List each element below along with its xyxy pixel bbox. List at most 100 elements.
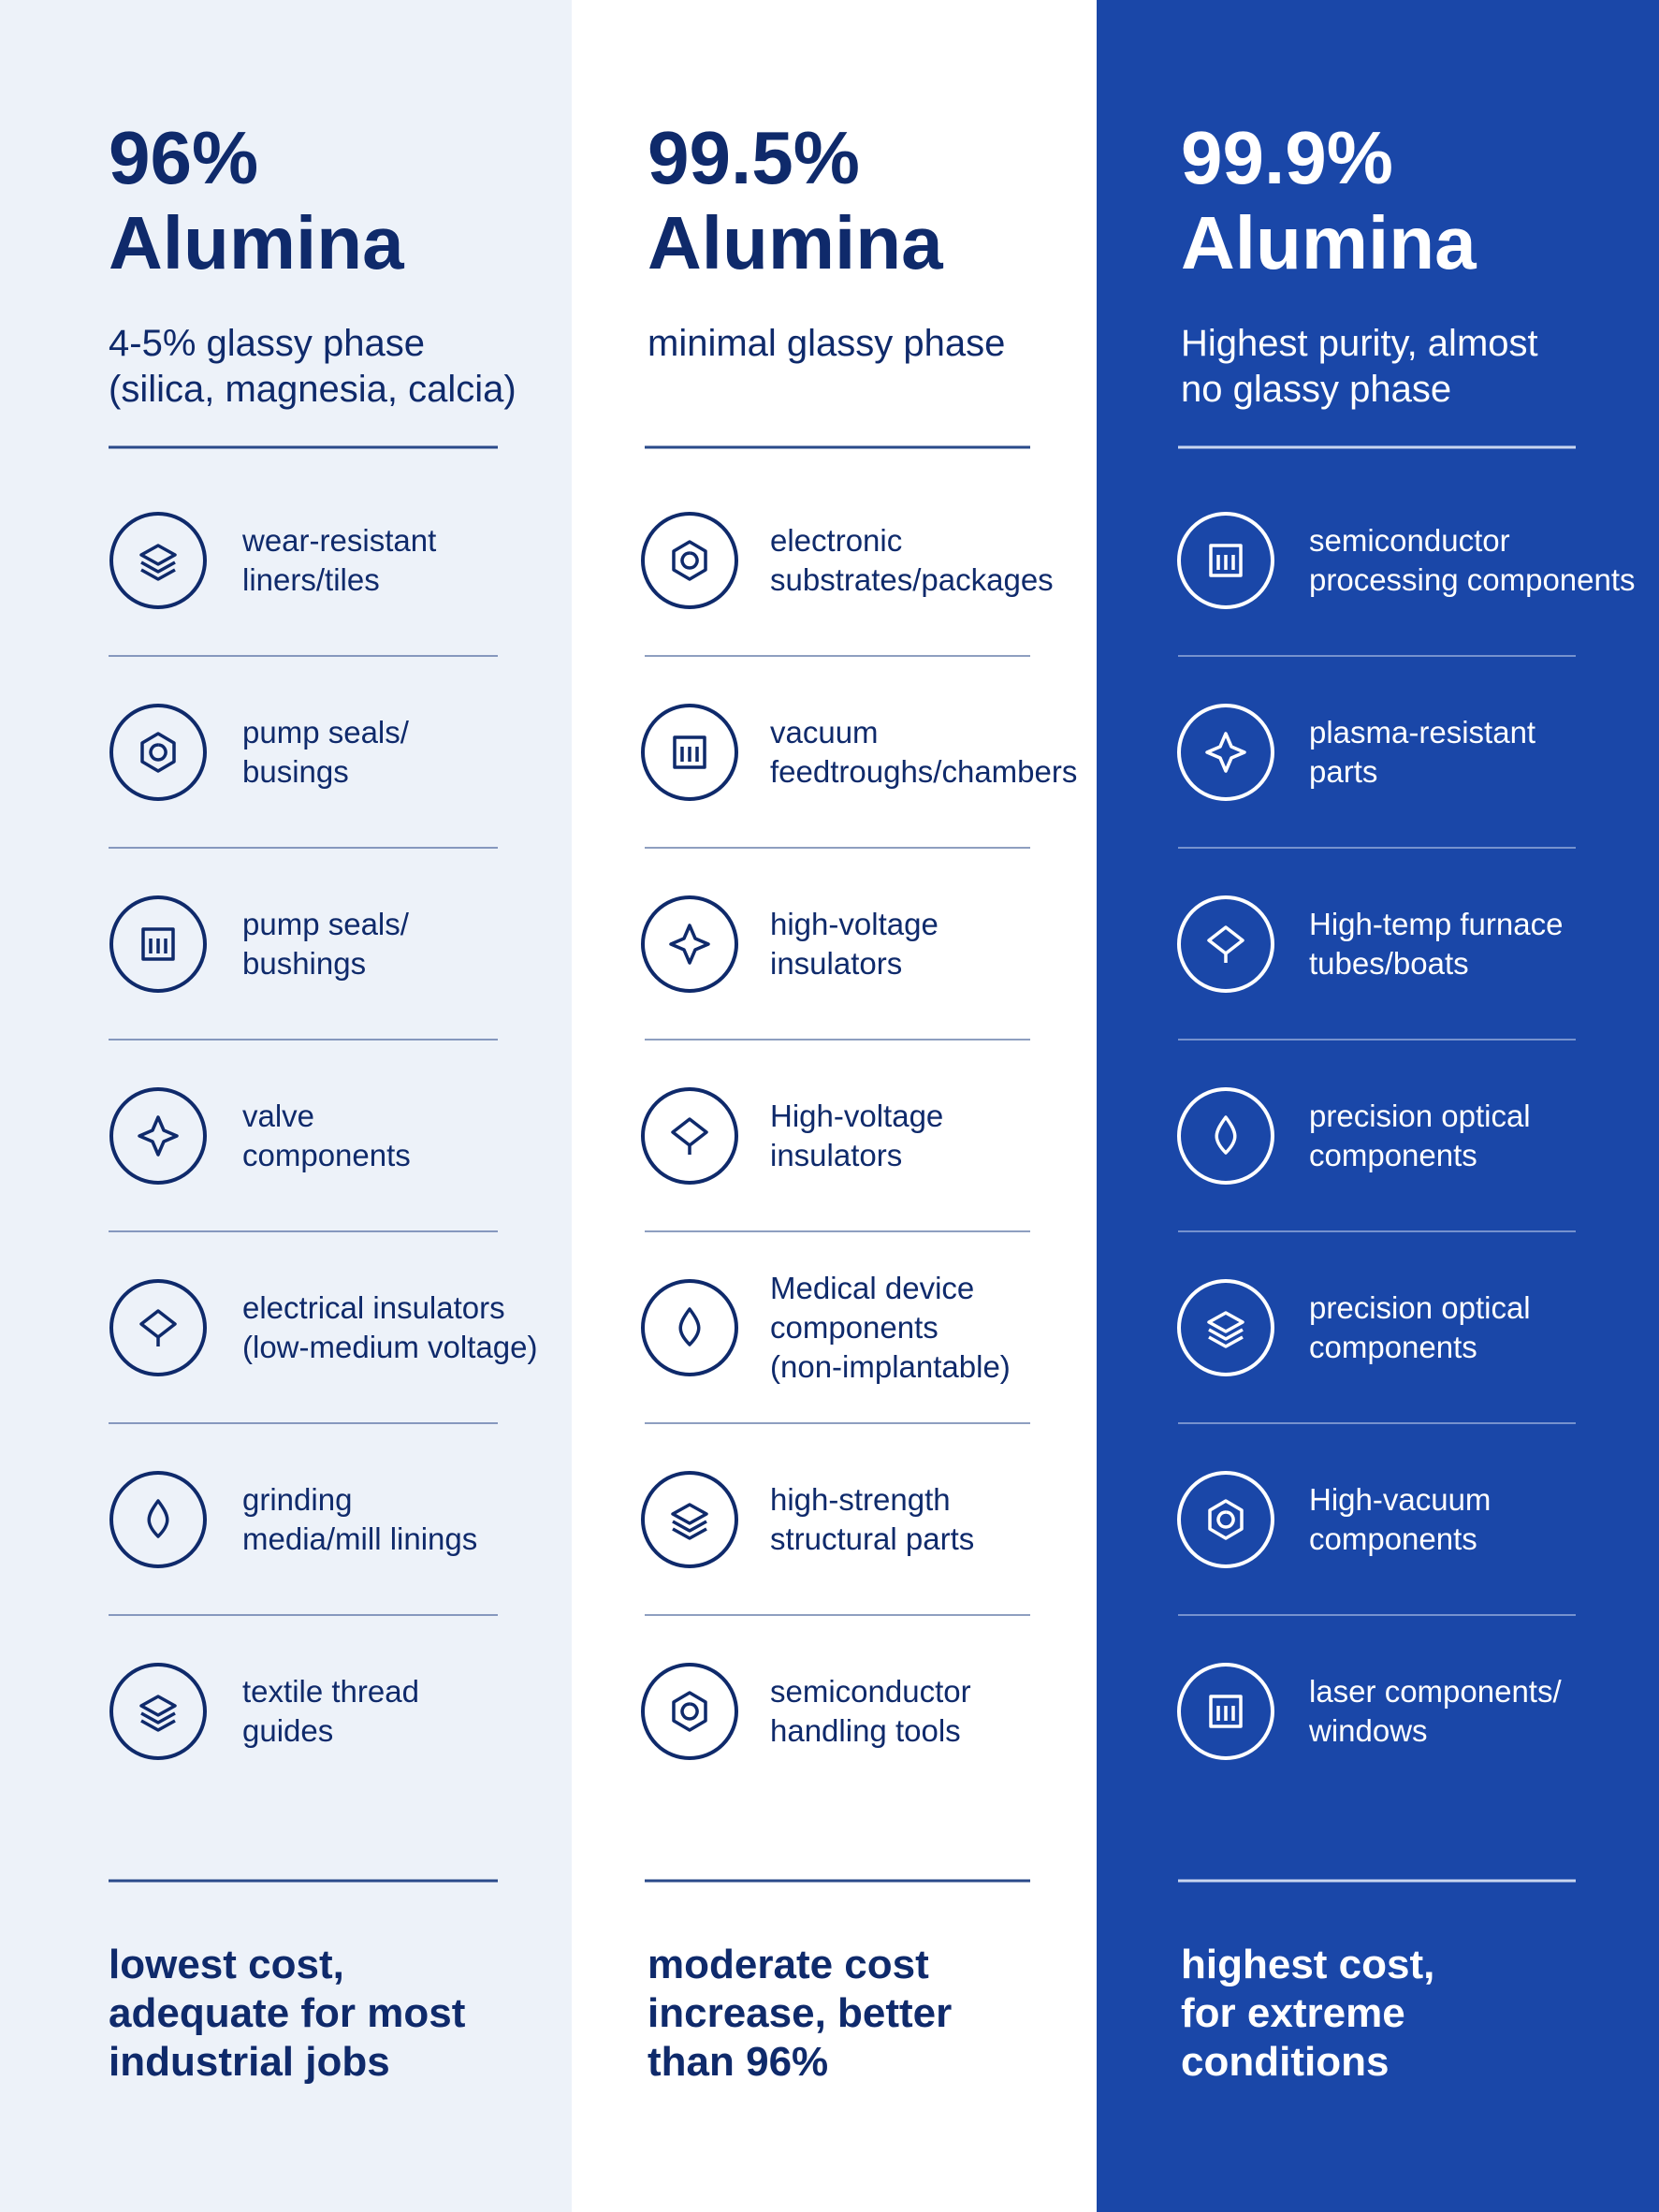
item-label: components xyxy=(1309,1521,1477,1556)
item-icon xyxy=(641,1663,738,1760)
item-label: tubes/boats xyxy=(1309,946,1469,981)
icon-glyph xyxy=(671,1503,708,1540)
column-footer: moderate cost xyxy=(648,1942,929,1987)
icon-glyph xyxy=(147,1499,169,1538)
item-label: plasma-resistant xyxy=(1309,715,1535,749)
item-label: (low-medium voltage) xyxy=(242,1330,537,1364)
column-footer: industrial jobs xyxy=(109,2039,390,2085)
item-label: semiconductor xyxy=(770,1674,971,1709)
item-label: laser components/ xyxy=(1309,1674,1562,1709)
item-label: windows xyxy=(1308,1713,1428,1748)
icon-circle xyxy=(1177,1663,1274,1760)
item-label: high-voltage xyxy=(770,907,939,941)
item-label: structural parts xyxy=(770,1521,974,1556)
item-label: components xyxy=(1309,1330,1477,1364)
icon-circle xyxy=(1177,512,1274,609)
column-footer: increase, better xyxy=(648,1990,952,2036)
icon-glyph xyxy=(1207,1311,1244,1348)
icon-glyph xyxy=(671,1117,708,1155)
icon-circle xyxy=(1177,1087,1274,1185)
icon-circle xyxy=(109,1471,207,1568)
column-footer: highest cost, xyxy=(1181,1942,1434,1987)
item-label: High-vacuum xyxy=(1309,1482,1491,1517)
item-label: guides xyxy=(242,1713,333,1748)
icon-circle xyxy=(641,512,738,609)
item-icon xyxy=(109,1087,207,1185)
column-subtitle: minimal glassy phase xyxy=(648,323,1005,364)
icon-glyph xyxy=(678,1307,701,1346)
item-label: feedtroughs/chambers xyxy=(770,754,1077,789)
column-title: 99.5% xyxy=(648,116,860,199)
column-subtitle: (silica, magnesia, calcia) xyxy=(109,369,517,410)
icon-circle xyxy=(1177,704,1274,801)
item-label: (non-implantable) xyxy=(770,1349,1011,1384)
item-icon xyxy=(1177,1471,1274,1568)
item-label: media/mill linings xyxy=(242,1521,477,1556)
item-label: textile thread xyxy=(242,1674,419,1709)
icon-circle xyxy=(109,1087,207,1185)
column-title: 96% xyxy=(109,116,258,199)
item-icon xyxy=(109,704,207,801)
item-icon xyxy=(641,1279,738,1376)
icon-glyph xyxy=(1207,925,1244,963)
column-background xyxy=(0,0,572,2212)
icon-glyph xyxy=(1205,732,1246,773)
column-footer: conditions xyxy=(1181,2039,1389,2085)
icon-circle xyxy=(1177,1279,1274,1376)
icon-circle xyxy=(641,1087,738,1185)
item-label: semiconductor xyxy=(1309,523,1510,558)
item-label: components xyxy=(242,1138,411,1172)
icon-circle xyxy=(109,1279,207,1376)
icon-glyph xyxy=(669,924,710,965)
column-background xyxy=(572,0,1097,2212)
icon-circle xyxy=(641,1279,738,1376)
item-label: parts xyxy=(1309,754,1377,789)
column-subtitle: 4-5% glassy phase xyxy=(109,323,425,364)
icon-circle xyxy=(641,1471,738,1568)
item-icon xyxy=(109,895,207,993)
item-label: processing components xyxy=(1309,562,1636,597)
item-icon xyxy=(109,1663,207,1760)
item-icon xyxy=(641,895,738,993)
item-label: precision optical xyxy=(1309,1290,1531,1325)
item-icon xyxy=(109,1471,207,1568)
item-label: insulators xyxy=(770,946,902,981)
icon-circle xyxy=(1177,1471,1274,1568)
item-label: wear-resistant xyxy=(241,523,436,558)
icon-glyph xyxy=(672,1691,707,1732)
icon-glyph xyxy=(1209,544,1243,577)
column-title: Alumina xyxy=(1181,201,1477,284)
item-label: substrates/packages xyxy=(770,562,1054,597)
icon-circle xyxy=(109,895,207,993)
item-label: handling tools xyxy=(770,1713,961,1748)
item-label: busings xyxy=(242,754,349,789)
column-subtitle: Highest purity, almost xyxy=(1181,323,1538,364)
icon-glyph xyxy=(1209,1695,1243,1728)
column-title: Alumina xyxy=(109,201,404,284)
item-icon xyxy=(1177,512,1274,609)
column-title: 99.9% xyxy=(1181,116,1393,199)
item-label: bushings xyxy=(242,946,366,981)
item-icon xyxy=(1177,704,1274,801)
item-icon xyxy=(641,1471,738,1568)
column-footer: for extreme xyxy=(1181,1990,1405,2036)
icon-circle xyxy=(1177,895,1274,993)
item-label: vacuum xyxy=(770,715,879,749)
icon-glyph xyxy=(139,1309,177,1346)
column-footer: than 96% xyxy=(648,2039,828,2085)
item-label: high-strength xyxy=(770,1482,951,1517)
column-footer: lowest cost, xyxy=(109,1942,344,1987)
item-label: High-temp furnace xyxy=(1309,907,1563,941)
item-label: electronic xyxy=(770,523,902,558)
icon-circle xyxy=(109,1663,207,1760)
item-icon xyxy=(641,1087,738,1185)
item-label: components xyxy=(1309,1138,1477,1172)
item-label: grinding xyxy=(242,1482,352,1517)
item-label: electrical insulators xyxy=(242,1290,505,1325)
item-label: liners/tiles xyxy=(242,562,380,597)
item-label: components xyxy=(770,1310,939,1345)
item-label: High-voltage xyxy=(770,1099,943,1133)
icon-circle xyxy=(641,895,738,993)
